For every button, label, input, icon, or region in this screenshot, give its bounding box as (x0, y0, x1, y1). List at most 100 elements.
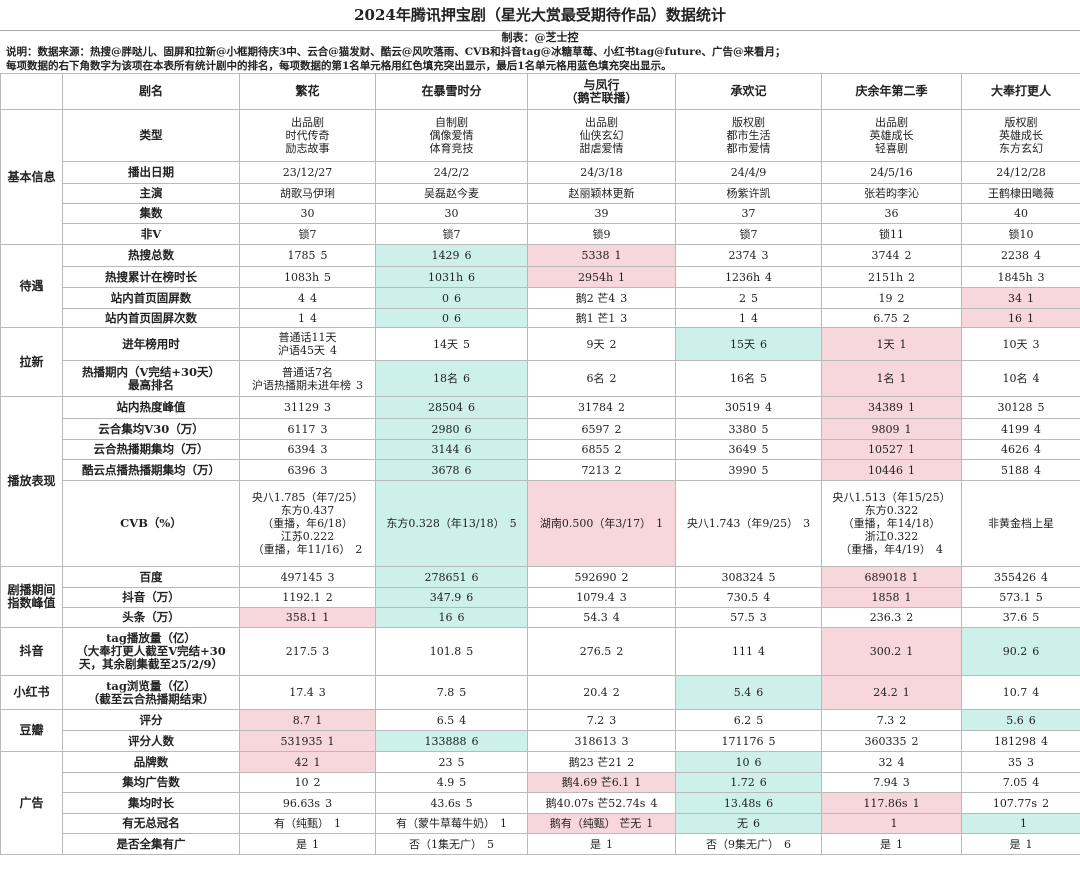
table-row: 有无总冠名 有（纯甄） 1 有（蒙牛草莓牛奶） 1 鹅有（纯甄） 芒无 1 无 6 1 1 (1, 813, 1080, 834)
table-row: 拉新 进年榜用时 普通话11天 沪语45天 4 14天 5 9天 2 15天 6 1天 1 10天 3 (0, 327, 1080, 397)
data-cell: 赵丽颖林更新 (527, 183, 676, 204)
cell-value: 236.3 (869, 611, 902, 624)
data-cell: 18名 6 (375, 360, 528, 397)
data-cell: 版权剧 英雄成长 东方玄幻 (961, 109, 1080, 162)
row-label: 评分 (62, 709, 240, 731)
data-cell: 37.6 5 (961, 607, 1080, 628)
cell-rank: 1 (614, 249, 622, 262)
cell-rank: 1 (908, 463, 915, 477)
data-cell: 3744 2 (821, 244, 962, 267)
row-label: 热搜总数 (62, 244, 240, 267)
row-label: 云合热播期集均（万） (62, 439, 240, 460)
cell-value: 24/12/28 (996, 166, 1046, 179)
data-cell: 10.7 4 (961, 675, 1080, 710)
cell-value: 10 (735, 755, 750, 769)
row-label: 云合集均V30（万） (62, 418, 240, 440)
table-row: 头条（万） 358.1 1 16 6 54.3 4 57.5 3 236.3 2 37.6 5 (1, 607, 1080, 628)
row-label: 类型 (62, 109, 240, 162)
sheet-note-line-2: 每项数据的右下角数字为该项在本表所有统计剧中的排名，每项数据的第1名单元格用红色… (6, 60, 672, 72)
cell-rank: 4 (897, 755, 905, 769)
data-cell: 5.4 6 (675, 675, 822, 710)
cell-value: 10446 (868, 463, 903, 477)
sheet-maker: 制表：@芝士控 (501, 31, 579, 44)
cell-rank: 1 (906, 645, 914, 658)
data-cell: 32 4 (821, 751, 962, 773)
cell-value: 6.5 (436, 713, 455, 727)
data-cell: 592690 2 (527, 566, 676, 588)
cell-rank: 4 (758, 645, 765, 658)
data-cell: 出品剧 时代传奇 励志故事 (239, 109, 376, 162)
data-cell: 36 (821, 203, 962, 224)
table-row: CVB（%） 央八1.785（年7/25） 东方0.437 （重播，年6/18） … (1, 480, 1080, 567)
cell-value: 东方0.328（年13/18） (386, 517, 505, 530)
cell-value: 101.8 (429, 645, 462, 658)
cell-value: 20.4 (583, 686, 608, 699)
data-cell: 7.94 3 (821, 772, 962, 793)
table-row: 集均广告数 10 2 4.9 5 鹅4.69 芒6.1 1 1.72 6 7.94 3 7.05 4 (1, 772, 1080, 793)
cell-value: 3380 (728, 422, 757, 436)
data-cell: 6.2 5 (675, 709, 822, 731)
data-cell: 14天 5 (375, 327, 528, 361)
cell-value: 否（9集无广） (706, 837, 779, 851)
row-label: 播出日期 (62, 161, 240, 184)
cell-value: 5.6 (1006, 713, 1024, 727)
row-label: 集数 (62, 203, 240, 224)
cell-value: 10527 (868, 443, 903, 456)
data-cell: 锁7 (239, 223, 376, 245)
cell-value: 1845h (997, 270, 1033, 284)
cell-rank: 5 (761, 463, 769, 477)
cell-value: 5338 (581, 249, 610, 262)
cell-value: 6855 (581, 443, 610, 456)
cell-value: 锁11 (879, 227, 904, 241)
group-label: 广告 (0, 751, 63, 855)
cell-rank: 1 (1027, 291, 1034, 305)
data-cell: 30 (375, 203, 528, 224)
cell-rank: 2 (897, 291, 905, 305)
cell-rank: 1 (500, 817, 507, 830)
cell-rank: 5 (768, 734, 776, 748)
cell-rank: 6 (464, 249, 472, 262)
row-label: 站内热度峰值 (62, 396, 240, 419)
cell-value: 16名 (730, 372, 755, 385)
data-cell: 1 (961, 813, 1080, 834)
cell-value: 31784 (578, 401, 613, 414)
cell-value: 4626 (1001, 443, 1029, 456)
cell-value: 锁7 (442, 227, 461, 241)
cell-rank: 6 (463, 372, 470, 385)
header-label: 剧名 (62, 73, 240, 110)
cell-value: 2 (739, 291, 746, 305)
cell-rank: 5 (459, 686, 467, 699)
cell-rank: 1 (1025, 837, 1033, 851)
table-row: 播放表现 站内热度峰值 31129 3 28504 6 31784 2 30519 4 34389 1… (0, 396, 1080, 567)
cell-rank: 1 (315, 713, 323, 727)
data-cell: 133888 6 (375, 730, 528, 752)
table-row: 站内首页固屏次数 1 4 0 6 鹅1 芒1 3 1 4 6.75 2 16 1 (1, 308, 1080, 328)
cell-rank: 1 (899, 372, 907, 385)
cell-value: 24.2 (873, 686, 898, 699)
cell-rank: 5 (761, 443, 769, 456)
cell-value: 非黄金档上星 (988, 517, 1054, 530)
data-cell: 鹅23 芒21 2 (527, 751, 676, 773)
data-cell: 236.3 2 (821, 607, 962, 628)
cell-value: 31129 (284, 401, 319, 414)
data-cell: 23/12/27 (239, 161, 376, 184)
cell-value: 1429 (431, 249, 460, 262)
data-cell: 35 3 (961, 751, 1080, 773)
group-label: 剧播期间 指数峰值 (0, 566, 63, 628)
table-row: 广告 品牌数 42 1 23 5 鹅23 芒21 2 10 6 32 4 35 3 (0, 751, 1080, 855)
cell-rank: 5 (751, 291, 758, 305)
data-cell: 42 1 (239, 751, 376, 773)
cell-value: 6117 (287, 422, 316, 436)
cell-rank: 2 (355, 543, 363, 556)
cell-value: 6.75 (873, 311, 898, 325)
data-cell: 2954h 1 (527, 266, 676, 288)
cell-rank: 5 (465, 796, 473, 810)
data-cell: 1名 1 (821, 360, 962, 397)
cell-value: 自制剧 偶像爱情 体育竞技 (429, 116, 474, 155)
cell-value: 171176 (721, 734, 764, 748)
cell-rank: 5 (760, 372, 767, 385)
cell-rank: 6 (760, 337, 767, 351)
cell-rank: 4 (935, 543, 943, 556)
cell-value: 杨紫许凯 (726, 187, 771, 200)
